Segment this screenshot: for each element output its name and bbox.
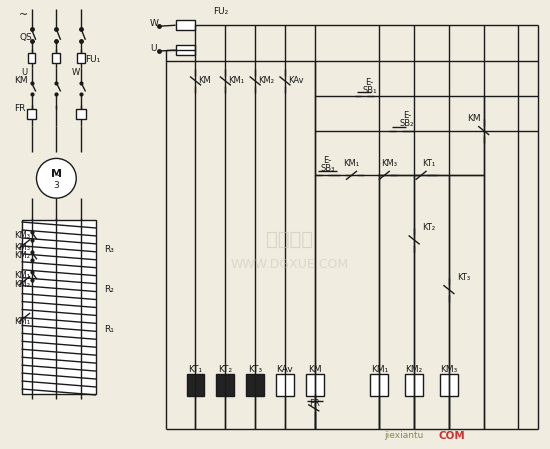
Text: M: M xyxy=(51,169,62,179)
Bar xyxy=(52,53,60,63)
Text: KM: KM xyxy=(199,76,211,85)
Bar xyxy=(370,374,388,396)
Text: WWW.DGXUE.COM: WWW.DGXUE.COM xyxy=(231,258,349,271)
Text: FU₂: FU₂ xyxy=(213,7,228,16)
Text: W: W xyxy=(72,68,80,77)
Bar xyxy=(175,20,195,30)
Text: KM₃: KM₃ xyxy=(15,231,31,240)
Bar xyxy=(216,374,234,396)
Text: KT₁: KT₁ xyxy=(189,365,202,374)
Text: SB₂: SB₂ xyxy=(400,119,414,128)
Text: KM₁: KM₁ xyxy=(15,317,31,326)
Text: KM₁: KM₁ xyxy=(371,365,388,374)
Text: W: W xyxy=(149,19,158,28)
Text: KM₃: KM₃ xyxy=(441,365,458,374)
Bar xyxy=(276,374,294,396)
Text: 3: 3 xyxy=(53,181,59,190)
Text: KM₂: KM₂ xyxy=(15,251,31,260)
Bar xyxy=(175,45,195,55)
Text: FR: FR xyxy=(15,104,26,113)
Text: KM₂: KM₂ xyxy=(258,76,274,85)
Text: R₂: R₂ xyxy=(104,285,114,294)
Text: KAv: KAv xyxy=(288,76,304,85)
Text: SB₃: SB₃ xyxy=(321,164,335,173)
Text: KM: KM xyxy=(15,76,28,85)
Text: COM: COM xyxy=(439,431,466,440)
Text: KM₁: KM₁ xyxy=(343,159,360,168)
Text: KM₁: KM₁ xyxy=(228,76,244,85)
Text: ~: ~ xyxy=(53,171,60,180)
Bar xyxy=(77,53,85,63)
Bar xyxy=(405,374,423,396)
Text: jiexiantu: jiexiantu xyxy=(384,431,424,440)
Text: KT₃: KT₃ xyxy=(457,273,470,282)
Text: KM: KM xyxy=(467,114,481,123)
Text: U: U xyxy=(151,44,157,53)
Bar xyxy=(26,109,36,119)
Text: KM₁: KM₁ xyxy=(15,271,31,280)
Text: QS: QS xyxy=(20,33,32,42)
Text: U: U xyxy=(21,68,28,77)
Text: KM₂: KM₂ xyxy=(15,280,31,289)
Text: KM: KM xyxy=(308,365,322,374)
Text: FR: FR xyxy=(310,399,320,409)
Text: R₃: R₃ xyxy=(104,245,114,254)
Text: E-: E- xyxy=(323,156,332,165)
Bar xyxy=(306,374,324,396)
Bar xyxy=(246,374,264,396)
Text: KM₃: KM₃ xyxy=(15,243,31,252)
Text: KM₃: KM₃ xyxy=(381,159,397,168)
Text: SB₁: SB₁ xyxy=(362,86,377,95)
Bar xyxy=(21,220,96,394)
Text: KAv: KAv xyxy=(277,365,293,374)
Bar xyxy=(440,374,458,396)
Text: KM₂: KM₂ xyxy=(405,365,423,374)
Text: KT₁: KT₁ xyxy=(422,159,436,168)
Text: E-: E- xyxy=(365,79,373,88)
Bar xyxy=(76,109,86,119)
Bar xyxy=(186,374,205,396)
Text: R₁: R₁ xyxy=(104,325,114,334)
Text: FU₁: FU₁ xyxy=(85,54,101,63)
Bar xyxy=(28,53,36,63)
Text: 电工学网: 电工学网 xyxy=(266,230,314,249)
Circle shape xyxy=(36,158,76,198)
Text: KT₂: KT₂ xyxy=(218,365,232,374)
Text: KT₂: KT₂ xyxy=(422,224,436,233)
Text: ~: ~ xyxy=(19,10,28,20)
Text: E-: E- xyxy=(403,111,411,120)
Text: KT₃: KT₃ xyxy=(248,365,262,374)
